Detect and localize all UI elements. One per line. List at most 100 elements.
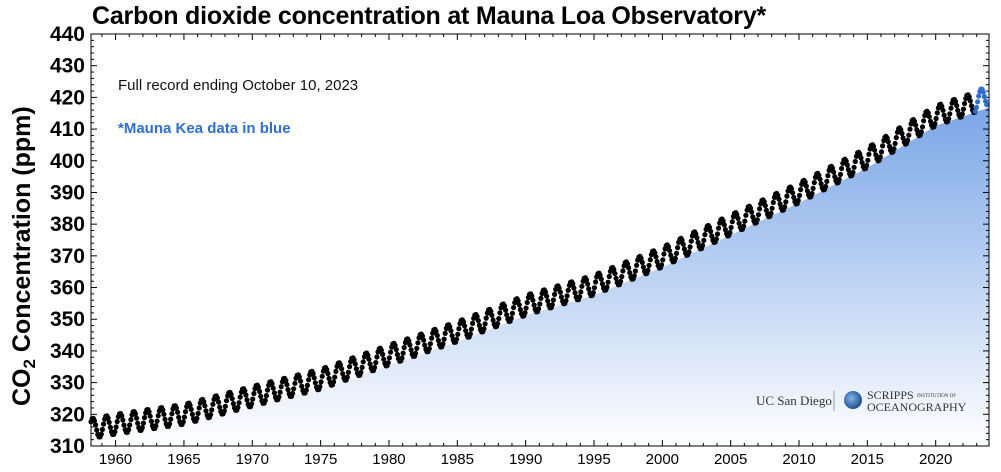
x-tick-label: 2015: [851, 451, 884, 468]
data-point: [850, 169, 856, 175]
data-point: [470, 320, 476, 326]
data-point: [940, 107, 946, 113]
data-point: [237, 394, 243, 400]
data-point: [394, 351, 400, 358]
data-point: [415, 340, 421, 346]
uc-san-diego-logo: UC San Diego: [756, 393, 832, 408]
data-point: [572, 290, 578, 296]
data-point: [809, 190, 815, 197]
data-point: [714, 231, 721, 237]
data-point: [640, 264, 647, 270]
tick-labels-layer: 310 320 330 340 350 360 370 380 390 400 410 420 430 4…: [50, 23, 952, 468]
data-point: [332, 374, 338, 380]
data-point: [496, 316, 502, 322]
data-point: [141, 415, 148, 421]
data-point: [687, 244, 693, 250]
data-point: [558, 294, 565, 300]
data-point: [872, 147, 878, 153]
data-point: [564, 293, 570, 299]
data-point: [264, 387, 271, 393]
data-point: [653, 254, 659, 260]
data-point: [720, 218, 726, 224]
data-point: [934, 110, 940, 116]
data-point: [447, 324, 453, 330]
data-point: [791, 194, 797, 201]
data-point: [228, 391, 234, 398]
data-point: [380, 351, 386, 357]
data-point: [516, 302, 522, 308]
data-point: [510, 305, 517, 311]
data-point: [578, 289, 584, 295]
data-point: [202, 403, 208, 409]
data-point: [537, 301, 543, 307]
data-point: [441, 336, 447, 342]
data-point: [918, 129, 924, 135]
data-point: [161, 411, 167, 417]
annotation-mauna-kea: *Mauna Kea data in blue: [118, 120, 291, 137]
data-point: [201, 399, 207, 405]
data-point: [577, 294, 583, 300]
data-point: [823, 183, 829, 190]
data-point: [634, 262, 640, 268]
x-tick-label: 1970: [236, 451, 269, 468]
data-point: [495, 320, 501, 327]
data-point: [299, 383, 305, 389]
data-point: [706, 224, 713, 230]
data-point: [515, 298, 521, 304]
data-point: [681, 246, 688, 252]
data-point: [258, 393, 264, 399]
data-point: [255, 384, 261, 390]
data-point: [347, 364, 353, 370]
data-point: [736, 220, 742, 226]
data-point: [481, 326, 487, 332]
data-point: [557, 289, 563, 295]
data-point: [624, 261, 631, 267]
data-point: [331, 379, 337, 385]
data-point: [230, 401, 236, 407]
data-point: [524, 299, 530, 306]
mauna-kea-data-point: [980, 89, 986, 95]
data-point: [597, 272, 603, 278]
data-point: [135, 420, 141, 426]
data-point: [392, 342, 398, 349]
data-point: [509, 310, 515, 316]
data-point: [939, 103, 945, 109]
data-point: [277, 389, 283, 395]
data-point: [182, 409, 189, 415]
x-tick-label: 2005: [714, 451, 747, 468]
data-point: [367, 361, 373, 367]
data-point: [810, 185, 816, 191]
data-point: [775, 192, 781, 198]
x-tick-label: 2010: [782, 451, 815, 468]
data-point: [523, 305, 529, 311]
data-point: [187, 402, 193, 408]
data-point: [407, 342, 413, 348]
data-point: [645, 267, 651, 273]
data-point: [906, 132, 912, 138]
data-point: [291, 386, 297, 392]
scripps-logo-name: SCRIPPS: [867, 388, 914, 402]
data-point: [283, 377, 289, 384]
annotation-record-date: Full record ending October 10, 2023: [118, 77, 358, 94]
data-point: [235, 404, 241, 410]
data-point: [693, 231, 699, 237]
data-point: [900, 135, 906, 141]
data-point: [468, 326, 474, 332]
data-point: [914, 127, 920, 133]
data-point: [426, 346, 432, 352]
y-tick-label: 380: [50, 213, 85, 236]
data-point: [784, 193, 790, 199]
data-point: [429, 335, 435, 341]
data-point: [952, 99, 959, 105]
data-point: [837, 171, 844, 177]
data-point: [433, 328, 439, 335]
data-point: [873, 152, 879, 158]
data-point: [374, 354, 380, 360]
data-point: [140, 420, 146, 426]
data-point: [606, 273, 612, 280]
data-point: [180, 419, 186, 425]
data-point: [549, 302, 555, 308]
data-point: [217, 404, 223, 410]
mauna-kea-data-point: [975, 99, 981, 105]
